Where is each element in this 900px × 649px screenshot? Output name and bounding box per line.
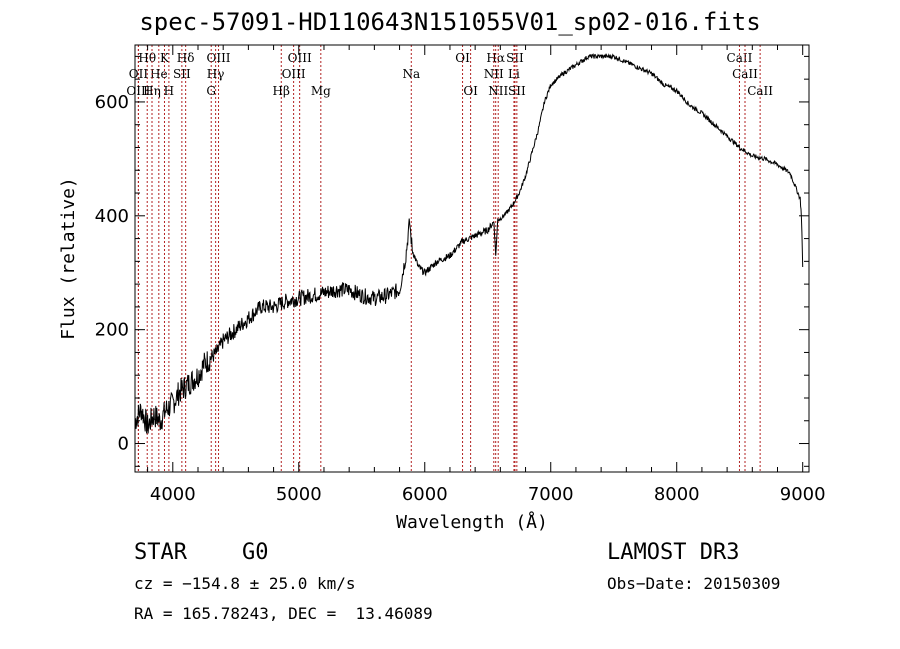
coords-label: RA = 165.78243, DEC = 13.46089	[134, 604, 433, 623]
line-label-4: OIII	[288, 51, 312, 65]
line-label-25: NII	[488, 84, 508, 98]
x-tick-label-2: 6000	[402, 484, 448, 505]
y-axis-label: Flux (relative)	[58, 177, 79, 340]
line-label-12: Hγ	[207, 67, 225, 81]
y-tick-label-0: 0	[118, 434, 129, 455]
line-label-23: Mg	[311, 84, 331, 98]
x-tick-label-3: 7000	[528, 484, 574, 505]
line-label-19: Hη	[143, 84, 161, 98]
object-subclass: G0	[242, 540, 269, 565]
object-class: STAR	[134, 540, 187, 565]
line-label-8: CaII	[727, 51, 753, 65]
line-label-15: NII	[484, 67, 504, 81]
x-tick-label-4: 8000	[654, 484, 700, 505]
x-tick-label-0: 4000	[150, 484, 196, 505]
chart-title: spec-57091-HD110643N151055V01_sp02-016.f…	[139, 8, 761, 36]
line-label-17: CaII	[732, 67, 758, 81]
line-label-16: Li	[508, 67, 520, 81]
y-tick-label-1: 200	[95, 320, 129, 341]
line-label-2: Hδ	[177, 51, 195, 65]
line-label-13: OIII	[282, 67, 306, 81]
y-tick-label-2: 400	[95, 206, 129, 227]
line-label-26: SII	[508, 84, 526, 98]
line-label-24: OI	[463, 84, 478, 98]
obs-date-label: Obs−Date: 20150309	[607, 574, 781, 593]
x-tick-label-1: 5000	[276, 484, 322, 505]
line-label-7: SII	[506, 51, 524, 65]
x-tick-label-5: 9000	[780, 484, 826, 505]
x-axis-label: Wavelength (Å)	[396, 511, 548, 533]
line-label-20: H	[164, 84, 174, 98]
line-label-22: Hβ	[273, 84, 290, 98]
survey-label: LAMOST DR3	[607, 540, 740, 565]
line-label-11: SII	[173, 67, 191, 81]
plot-frame	[134, 44, 810, 473]
spectrum-line	[134, 52, 804, 434]
line-label-6: Hα	[486, 51, 505, 65]
line-label-1: K	[160, 51, 170, 65]
line-label-27: CaII	[747, 84, 773, 98]
line-label-0: Hθ	[138, 51, 156, 65]
line-label-10: He	[150, 67, 168, 81]
line-label-3: OIII	[206, 51, 230, 65]
line-label-18: OIII	[126, 84, 150, 98]
line-label-5: OI	[455, 51, 470, 65]
line-label-21: G	[206, 84, 216, 98]
line-label-14: Na	[402, 67, 420, 81]
redshift-label: cz = −154.8 ± 25.0 km/s	[134, 574, 356, 593]
y-tick-label-3: 600	[95, 92, 129, 113]
